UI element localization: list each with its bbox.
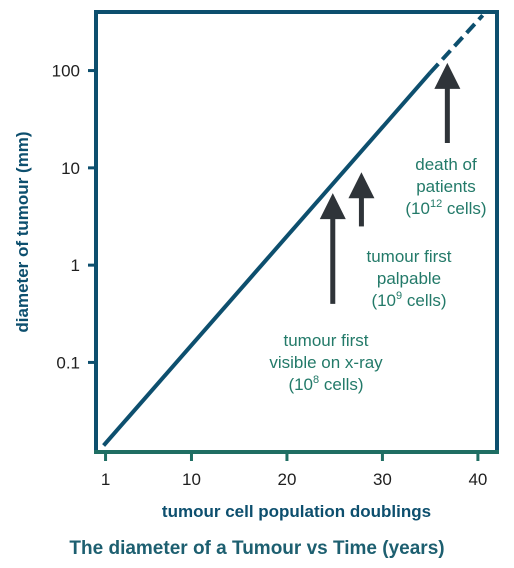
annotation-arrow-head xyxy=(348,172,375,199)
annotation-label-line: visible on x-ray xyxy=(269,353,383,372)
annotation-arrow-head xyxy=(319,193,346,220)
plot-frame xyxy=(94,10,499,454)
figure-caption: The diameter of a Tumour vs Time (years) xyxy=(69,538,445,559)
tumour-growth-chart: 0.1 1 10 100 1 10 20 30 40 tumour cell populatio… xyxy=(13,10,499,521)
annotation-arrow-head xyxy=(434,62,461,89)
annotation-arrows xyxy=(319,62,461,304)
x-tick-label: 20 xyxy=(277,470,296,489)
y-tick-label: 100 xyxy=(52,62,80,81)
annotation-label-line: death of xyxy=(415,155,477,174)
x-tick-label: 40 xyxy=(468,470,487,489)
annotation-label-line: palpable xyxy=(377,269,441,288)
annotation-labels: tumour first visible on x-ray (108 cells) t… xyxy=(269,155,486,394)
y-tick-label: 0.1 xyxy=(56,353,80,372)
y-tick-label: 10 xyxy=(61,159,80,178)
series-layer xyxy=(102,13,485,447)
annotation-label-line: patients xyxy=(416,177,476,196)
annotation-cell-count: (109 cells) xyxy=(371,290,446,310)
annotation-label-line: tumour first xyxy=(283,331,368,350)
x-tick-label: 30 xyxy=(373,470,392,489)
growth-line-projected xyxy=(428,13,485,75)
axis-ticks: 0.1 1 10 100 1 10 20 30 40 xyxy=(52,62,488,489)
x-axis-title: tumour cell population doublings xyxy=(162,502,431,521)
annotation-cell-count: (1012 cells) xyxy=(405,198,486,218)
y-axis-title: diameter of tumour (mm) xyxy=(13,131,32,332)
annotation-label-line: tumour first xyxy=(366,247,451,266)
y-tick-label: 1 xyxy=(71,256,80,275)
axis-labels: tumour cell population doublings diameter… xyxy=(13,131,431,521)
growth-line xyxy=(102,71,432,447)
annotation-cell-count: (108 cells) xyxy=(288,374,363,394)
x-tick-label: 1 xyxy=(101,470,110,489)
x-tick-label: 10 xyxy=(182,470,201,489)
